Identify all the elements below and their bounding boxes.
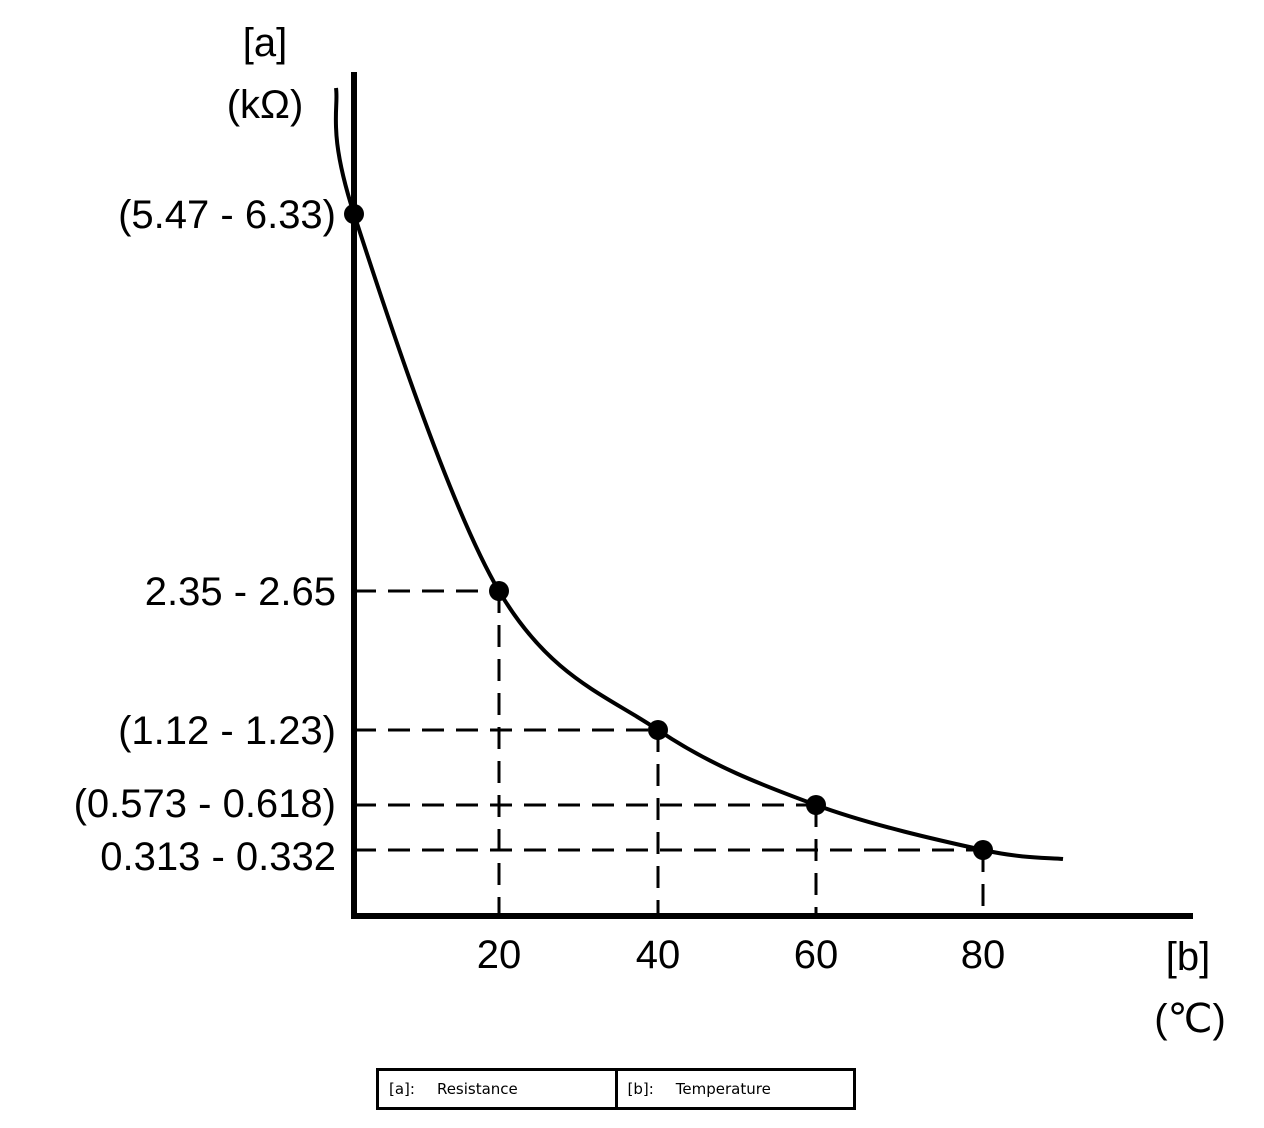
legend-key-b: [b]: xyxy=(627,1080,654,1098)
legend-item-a: [a]: Resistance xyxy=(379,1071,615,1107)
x-tick-label-80: 80 xyxy=(961,933,1006,977)
y-label-40c: (1.12 - 1.23) xyxy=(118,709,336,753)
y-value-labels: (5.47 - 6.33) 2.35 - 2.65 (1.12 - 1.23) … xyxy=(74,193,336,879)
x-tick-labels: 20 40 60 80 xyxy=(477,933,1006,977)
x-axis-symbol: [b] xyxy=(1166,935,1210,979)
y-axis-unit: (kΩ) xyxy=(227,83,304,127)
data-point-60c xyxy=(806,795,826,815)
data-point-40c xyxy=(648,720,668,740)
data-point-20c xyxy=(489,581,509,601)
legend-text-a: Resistance xyxy=(436,1080,518,1098)
y-axis-symbol: [a] xyxy=(243,21,287,65)
data-point-0c xyxy=(344,204,364,224)
y-label-60c: (0.573 - 0.618) xyxy=(74,782,336,826)
y-label-0c: (5.47 - 6.33) xyxy=(118,193,336,237)
y-label-80c: 0.313 - 0.332 xyxy=(100,835,336,879)
x-axis-unit: (℃) xyxy=(1154,997,1226,1041)
data-points xyxy=(344,204,993,860)
legend-key-a: [a]: xyxy=(389,1080,415,1098)
y-label-20c: 2.35 - 2.65 xyxy=(145,570,336,614)
legend-item-b: [b]: Temperature xyxy=(614,1071,854,1107)
dashed-guides xyxy=(354,589,985,916)
data-point-80c xyxy=(973,840,993,860)
resistance-curve xyxy=(333,87,1064,861)
legend-box: [a]: Resistance [b]: Temperature xyxy=(376,1068,856,1110)
x-tick-label-40: 40 xyxy=(636,933,681,977)
x-tick-label-20: 20 xyxy=(477,933,522,977)
x-tick-label-60: 60 xyxy=(794,933,839,977)
legend-text-b: Temperature xyxy=(675,1080,771,1098)
